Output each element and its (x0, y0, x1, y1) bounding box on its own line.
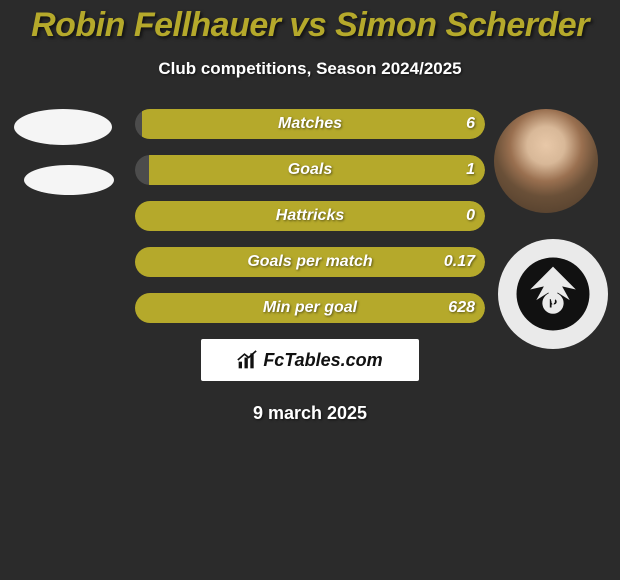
stat-label: Min per goal (263, 299, 357, 317)
club-left-crest (24, 165, 114, 195)
page-title: Robin Fellhauer vs Simon Scherder (0, 0, 620, 45)
eagle-crest-icon: P (515, 256, 591, 332)
stat-label: Goals (288, 161, 332, 179)
stat-label: Matches (278, 115, 342, 133)
content-region: P Matches 6 Goals 1 Hattricks 0 Goals per matc… (0, 109, 620, 424)
stat-row: Goals per match 0.17 (135, 247, 485, 277)
stat-value-right: 0.17 (444, 253, 475, 271)
stat-row: Min per goal 628 (135, 293, 485, 323)
stat-value-right: 1 (466, 161, 475, 179)
stat-row: Matches 6 (135, 109, 485, 139)
stat-bar-left-fill (135, 155, 149, 185)
stat-value-right: 628 (448, 299, 475, 317)
date-text: 9 march 2025 (0, 403, 620, 424)
page-subtitle: Club competitions, Season 2024/2025 (0, 59, 620, 79)
brand-text: FcTables.com (263, 350, 382, 371)
stat-label: Hattricks (276, 207, 344, 225)
player-right-avatar (494, 109, 598, 213)
stat-value-right: 0 (466, 207, 475, 225)
club-right-crest: P (498, 239, 608, 349)
stat-bar-left-fill (135, 109, 142, 139)
player-left-avatar (14, 109, 112, 145)
stat-value-right: 6 (466, 115, 475, 133)
stats-bars: Matches 6 Goals 1 Hattricks 0 Goals per match 0… (135, 109, 485, 323)
bar-chart-icon (237, 350, 257, 370)
brand-badge: FcTables.com (201, 339, 419, 381)
stat-row: Goals 1 (135, 155, 485, 185)
stat-label: Goals per match (247, 253, 372, 271)
stat-row: Hattricks 0 (135, 201, 485, 231)
